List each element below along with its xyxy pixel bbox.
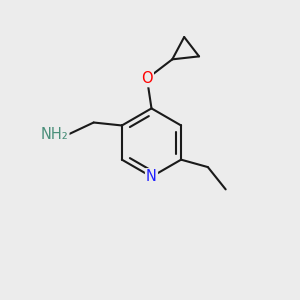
Text: N: N [146, 169, 157, 184]
Text: NH₂: NH₂ [40, 127, 68, 142]
Text: O: O [141, 71, 153, 86]
